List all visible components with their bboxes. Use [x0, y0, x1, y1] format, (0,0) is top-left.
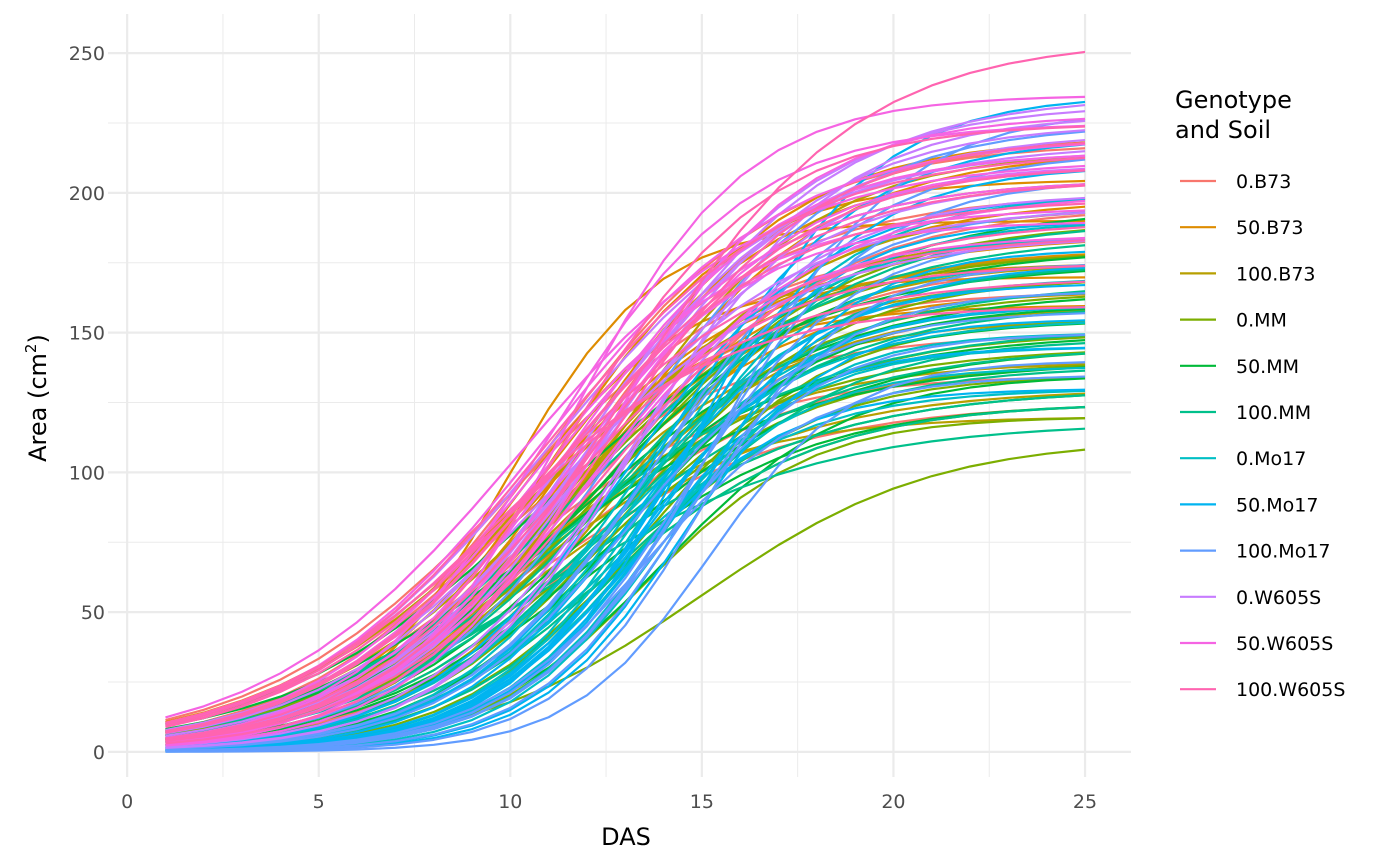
series-line-50-w605s: [165, 164, 1086, 719]
y-tick-label: 100: [69, 462, 105, 484]
series-line-100-mo17: [165, 361, 1086, 753]
series-line-100-mo17: [165, 158, 1086, 749]
series-line-100-w605s: [165, 306, 1086, 729]
series-line-100-w605s: [165, 202, 1086, 734]
legend-label: 0.B73: [1236, 171, 1291, 193]
x-tick-label: 25: [1073, 791, 1097, 813]
series-line-50-mo17: [165, 305, 1086, 752]
series-line-50-mo17: [165, 283, 1086, 751]
series-line-100-w605s: [165, 50, 1086, 741]
legend-items: 0.B73 50.B73 100.B73 0.MM 50.MM 100.MM 0.Mo17 5…: [1180, 171, 1345, 701]
y-tick-label: 200: [69, 183, 105, 205]
legend-label: 0.W605S: [1236, 587, 1321, 609]
legend-item: 100.W605S: [1180, 679, 1345, 701]
y-axis-title-prefix: Area (cm: [24, 353, 52, 462]
legend-item: 0.Mo17: [1180, 448, 1306, 470]
legend-label: 100.MM: [1236, 402, 1311, 424]
legend-item: 50.B73: [1180, 217, 1303, 239]
legend-item: 100.MM: [1180, 402, 1311, 424]
series-line-50-mo17: [165, 143, 1086, 750]
series-line-100-w605s: [165, 169, 1086, 742]
series-line-100-w605s: [165, 226, 1086, 743]
legend-label: 50.B73: [1236, 217, 1303, 239]
series-line-100-w605s: [165, 141, 1086, 745]
legend-label: 0.MM: [1236, 310, 1287, 332]
y-axis-title: Area (cm2): [22, 334, 52, 462]
series-line-100-mo17: [165, 312, 1086, 750]
legend: Genotype and Soil 0.B73 50.B73 100.B73 0.MM…: [1175, 86, 1345, 701]
y-tick-label: 250: [69, 43, 105, 65]
legend-label: 100.Mo17: [1236, 541, 1331, 563]
x-tick-label: 15: [690, 791, 714, 813]
legend-label: 100.B73: [1236, 263, 1316, 285]
legend-item: 0.MM: [1180, 310, 1287, 332]
x-tick-label: 5: [313, 791, 325, 813]
y-axis-title-suffix: ): [24, 334, 52, 343]
legend-item: 50.Mo17: [1180, 494, 1318, 516]
series-line-50-w605s: [165, 117, 1086, 747]
series-line-100-mo17: [165, 375, 1086, 752]
legend-label: 50.Mo17: [1236, 494, 1318, 516]
legend-item: 100.B73: [1180, 263, 1316, 285]
legend-item: 50.MM: [1180, 356, 1299, 378]
legend-item: 100.Mo17: [1180, 541, 1331, 563]
legend-item: 50.W605S: [1180, 633, 1333, 655]
legend-label: 0.Mo17: [1236, 448, 1306, 470]
series-line-0-w605s: [165, 196, 1086, 748]
y-tick-label: 150: [69, 323, 105, 345]
series-line-100-mo17: [165, 333, 1086, 753]
y-axis-title-superscript: 2: [22, 344, 40, 354]
legend-title-line-1: Genotype: [1175, 86, 1292, 114]
x-tick-label: 0: [121, 791, 133, 813]
series-line-100-w605s: [165, 239, 1086, 728]
x-axis-title: DAS: [601, 823, 651, 851]
legend-title-line-2: and Soil: [1175, 116, 1271, 144]
series-line-100-w605s: [165, 125, 1086, 743]
y-tick-label: 0: [93, 742, 105, 764]
series-lines: [165, 50, 1086, 753]
series-line-100-w605s: [165, 156, 1086, 727]
legend-item: 0.B73: [1180, 171, 1291, 193]
series-line-100-w605s: [165, 184, 1086, 733]
legend-label: 100.W605S: [1236, 679, 1345, 701]
series-line-100-mo17: [165, 292, 1086, 753]
x-tick-label: 20: [881, 791, 905, 813]
legend-label: 50.MM: [1236, 356, 1299, 378]
y-tick-label: 50: [81, 602, 105, 624]
series-line-100-w605s: [165, 264, 1086, 740]
legend-item: 0.W605S: [1180, 587, 1321, 609]
series-line-50-mo17: [165, 266, 1086, 751]
x-tick-label: 10: [498, 791, 522, 813]
series-line-100-mo17: [165, 264, 1086, 753]
legend-label: 50.W605S: [1236, 633, 1333, 655]
